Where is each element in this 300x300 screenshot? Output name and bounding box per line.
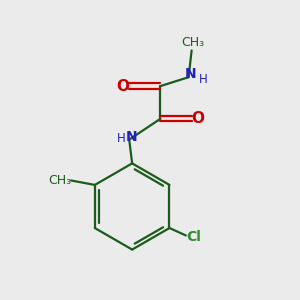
- Text: CH₃: CH₃: [182, 36, 205, 49]
- Text: Cl: Cl: [187, 230, 202, 244]
- Text: O: O: [116, 79, 129, 94]
- Text: H: H: [199, 73, 208, 86]
- Text: O: O: [192, 111, 205, 126]
- Text: N: N: [184, 67, 196, 81]
- Text: CH₃: CH₃: [48, 174, 71, 187]
- Text: N: N: [126, 130, 137, 144]
- Text: H: H: [116, 132, 125, 145]
